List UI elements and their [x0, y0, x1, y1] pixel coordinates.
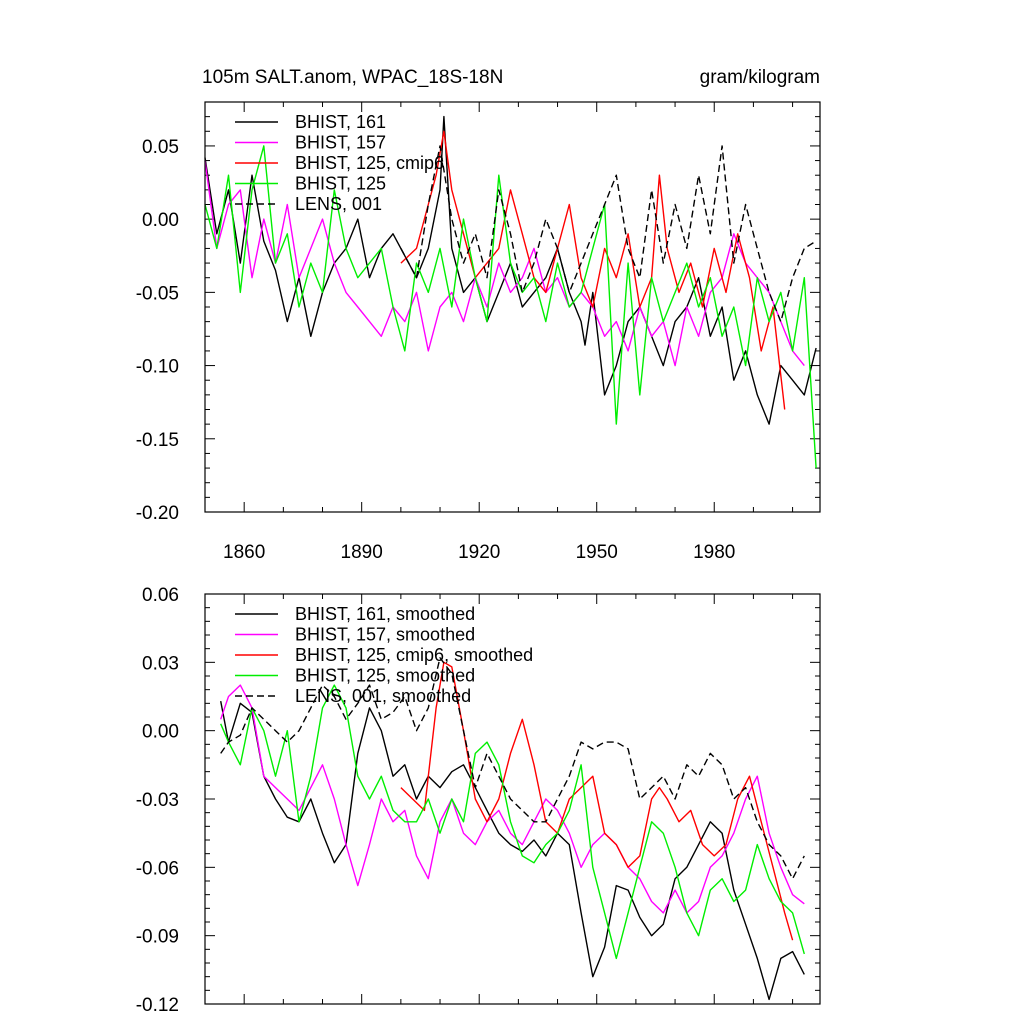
- top-plot-frame: [204, 101, 821, 513]
- x-tick-label: 1860: [223, 542, 265, 563]
- y-tick-label: 0.03: [142, 653, 179, 674]
- legend-label: LENS, 001, smoothed: [295, 686, 471, 706]
- series-line: [220, 700, 805, 1001]
- bottom-panel: 0.06 0.03 0.00 -0.03 -0.06 -0.09 -0.12 BHIST, …: [136, 585, 821, 1016]
- legend-label: BHIST, 157, smoothed: [295, 625, 475, 645]
- series-line: [400, 145, 817, 323]
- series-line: [204, 160, 805, 367]
- series-line: [220, 684, 805, 960]
- x-tick-label: 1980: [693, 542, 735, 563]
- legend-label: BHIST, 125, smoothed: [295, 666, 475, 686]
- x-tick-label: 1890: [341, 542, 383, 563]
- y-tick-label: -0.20: [136, 503, 179, 524]
- x-tick-label: 1950: [576, 542, 618, 563]
- y-tick-label: -0.12: [136, 995, 179, 1016]
- legend-label: BHIST, 125, cmip6, smoothed: [295, 645, 533, 665]
- y-tick-label: 0.00: [142, 722, 179, 743]
- bottom-plot-frame: [204, 593, 821, 1005]
- y-tick-label: -0.05: [136, 283, 179, 304]
- top-chart-units: gram/kilogram: [700, 67, 820, 88]
- legend-label: BHIST, 161: [295, 112, 386, 132]
- legend-label: BHIST, 161, smoothed: [295, 604, 475, 624]
- top-chart-title: 105m SALT.anom, WPAC_18S-18N: [202, 67, 503, 88]
- y-tick-label: -0.06: [136, 858, 179, 879]
- series-line: [220, 657, 805, 880]
- legend-label: BHIST, 125, cmip6: [295, 153, 444, 173]
- legend-label: BHIST, 157: [295, 133, 386, 153]
- top-plot-area: 0.05 0.00 -0.05 -0.10 -0.15 -0.20 1860 1890 1920…: [136, 101, 820, 563]
- top-panel: 105m SALT.anom, WPAC_18S-18N gram/kilogr…: [136, 67, 821, 563]
- x-tick-label: 1920: [458, 542, 500, 563]
- y-tick-label: 0.06: [142, 585, 179, 606]
- y-tick-label: -0.15: [136, 430, 179, 451]
- y-tick-label: 0.00: [142, 210, 179, 231]
- legend-label: LENS, 001: [295, 194, 382, 214]
- bottom-plot-area: 0.06 0.03 0.00 -0.03 -0.06 -0.09 -0.12: [136, 585, 820, 1016]
- y-tick-label: -0.10: [136, 357, 179, 378]
- series-line: [204, 145, 817, 469]
- y-tick-label: 0.05: [142, 137, 179, 158]
- series-line: [400, 130, 786, 410]
- y-tick-label: -0.03: [136, 790, 179, 811]
- y-tick-label: -0.09: [136, 927, 179, 948]
- series-line: [220, 684, 805, 914]
- legend-label: BHIST, 125: [295, 174, 386, 194]
